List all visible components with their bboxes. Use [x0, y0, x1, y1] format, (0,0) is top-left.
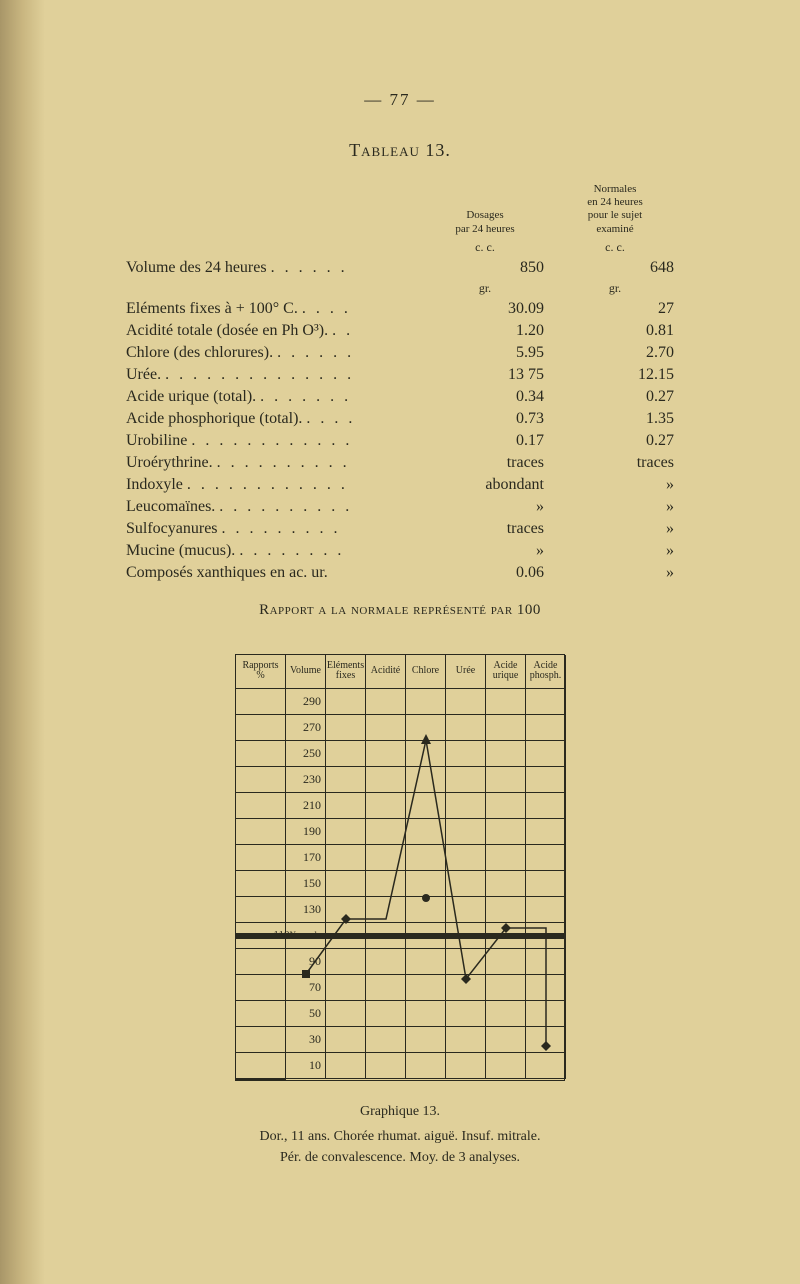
row-label: Uroérythrine. . . . . . . . . . .: [120, 452, 420, 474]
table-row: Acide phosphorique (total). . . . .0.731…: [120, 408, 680, 430]
table-row: Urée. . . . . . . . . . . . . . .13 7512…: [120, 364, 680, 386]
chart-ylabel: 10: [286, 1053, 326, 1079]
row-v2: traces: [550, 452, 680, 474]
tableau-title: Tableau 13.: [60, 140, 740, 161]
chart-ylabel: 170: [286, 845, 326, 871]
chart-ylabel: 70: [286, 975, 326, 1001]
row-v1: 0.34: [420, 386, 550, 408]
row-v2: »: [550, 474, 680, 496]
caption-line2: Pér. de convalescence. Moy. de 3 analyse…: [60, 1147, 740, 1168]
chart: Rapports%VolumeEléments fixesAciditéChlo…: [235, 654, 565, 1081]
normale-band: [236, 933, 564, 939]
row-v2: »: [550, 518, 680, 540]
chart-col-header: Chlore: [406, 655, 446, 689]
caption-title: Graphique 13.: [60, 1101, 740, 1122]
caption-line1: Dor., 11 ans. Chorée rhumat. aiguë. Insu…: [60, 1126, 740, 1147]
unit-cc-1: c. c.: [420, 238, 550, 257]
unit-cc-2: c. c.: [550, 238, 680, 257]
row-v2: 648: [550, 257, 680, 279]
row-label: Acide urique (total). . . . . . . .: [120, 386, 420, 408]
chart-ylabel: 30: [286, 1027, 326, 1053]
table-row: Mucine (mucus). . . . . . . . .»»: [120, 540, 680, 562]
chart-ylabel: 270: [286, 715, 326, 741]
chart-col-header: Volume: [286, 655, 326, 689]
table-row: Acide urique (total). . . . . . . .0.340…: [120, 386, 680, 408]
row-v2: 27: [550, 298, 680, 320]
chart-col-header: [236, 689, 286, 715]
row-label: Urobiline . . . . . . . . . . . .: [120, 430, 420, 452]
row-v2: 2.70: [550, 342, 680, 364]
row-v1: abondant: [420, 474, 550, 496]
chart-col-header: Acide phosph.: [526, 655, 566, 689]
rapport-text: Rapport a la normale représenté par 100: [60, 602, 740, 619]
chart-ylabel: 250: [286, 741, 326, 767]
row-label: Acidité totale (dosée en Ph O³). . .: [120, 320, 420, 342]
chart-col-header: Acide urique: [486, 655, 526, 689]
row-v1: »: [420, 540, 550, 562]
table-row: Sulfocyanures . . . . . . . . .traces»: [120, 518, 680, 540]
row-v1: 0.06: [420, 562, 550, 584]
chart-ylabel: 230: [286, 767, 326, 793]
table-row: Urobiline . . . . . . . . . . . .0.170.2…: [120, 430, 680, 452]
table-row: Acidité totale (dosée en Ph O³). . .1.20…: [120, 320, 680, 342]
row-v1: 0.17: [420, 430, 550, 452]
col-head-dosages: Dosagespar 24 heures: [420, 181, 550, 238]
row-label: Composés xanthiques en ac. ur.: [120, 562, 420, 584]
row-v1: 5.95: [420, 342, 550, 364]
row-v1: 850: [420, 257, 550, 279]
table-row: Indoxyle . . . . . . . . . . . .abondant…: [120, 474, 680, 496]
chart-ylabel: 90: [286, 949, 326, 975]
caption: Graphique 13. Dor., 11 ans. Chorée rhuma…: [60, 1101, 740, 1168]
row-label: Volume des 24 heures . . . . . .: [120, 257, 420, 279]
table-row: Composés xanthiques en ac. ur. 0.06»: [120, 562, 680, 584]
row-label: Eléments fixes à + 100° C. . . . .: [120, 298, 420, 320]
row-v1: 13 75: [420, 364, 550, 386]
chart-ylabel: 150: [286, 871, 326, 897]
row-v1: traces: [420, 452, 550, 474]
chart-col-header: Eléments fixes: [326, 655, 366, 689]
row-v2: 0.27: [550, 386, 680, 408]
row-label: Indoxyle . . . . . . . . . . . .: [120, 474, 420, 496]
row-v1: traces: [420, 518, 550, 540]
unit-gr-1: gr.: [420, 279, 550, 298]
row-label: Sulfocyanures . . . . . . . . .: [120, 518, 420, 540]
col-head-normales: Normalesen 24 heurespour le sujetexaminé: [550, 181, 680, 238]
chart-ylabel: 290: [286, 689, 326, 715]
row-label: Acide phosphorique (total). . . . .: [120, 408, 420, 430]
row-v1: »: [420, 496, 550, 518]
table-row: Volume des 24 heures . . . . . .850648: [120, 257, 680, 279]
row-v2: 12.15: [550, 364, 680, 386]
chart-ylabel: 190: [286, 819, 326, 845]
row-label: Urée. . . . . . . . . . . . . . .: [120, 364, 420, 386]
row-label: Chlore (des chlorures). . . . . . .: [120, 342, 420, 364]
row-v2: »: [550, 540, 680, 562]
chart-ylabel: 130: [286, 897, 326, 923]
row-v2: »: [550, 562, 680, 584]
chart-ylabel: 210: [286, 793, 326, 819]
row-v2: 1.35: [550, 408, 680, 430]
table-row: Uroérythrine. . . . . . . . . . .tracest…: [120, 452, 680, 474]
chart-col-header: Acidité: [366, 655, 406, 689]
unit-gr-2: gr.: [550, 279, 680, 298]
chart-ylabel: 50: [286, 1001, 326, 1027]
row-v2: 0.27: [550, 430, 680, 452]
row-v2: 0.81: [550, 320, 680, 342]
page-number: — 77 —: [60, 90, 740, 110]
table-row: Leucomaïnes. . . . . . . . . . .»»: [120, 496, 680, 518]
data-table: Dosagespar 24 heures Normalesen 24 heure…: [120, 181, 680, 584]
chart-col-header: Rapports%: [236, 655, 286, 689]
table-row: Chlore (des chlorures). . . . . . .5.952…: [120, 342, 680, 364]
row-label: Leucomaïnes. . . . . . . . . . .: [120, 496, 420, 518]
row-v1: 1.20: [420, 320, 550, 342]
row-v2: »: [550, 496, 680, 518]
row-label: Mucine (mucus). . . . . . . . .: [120, 540, 420, 562]
row-v1: 30.09: [420, 298, 550, 320]
table-row: Eléments fixes à + 100° C. . . . .30.092…: [120, 298, 680, 320]
chart-col-header: Urée: [446, 655, 486, 689]
row-v1: 0.73: [420, 408, 550, 430]
